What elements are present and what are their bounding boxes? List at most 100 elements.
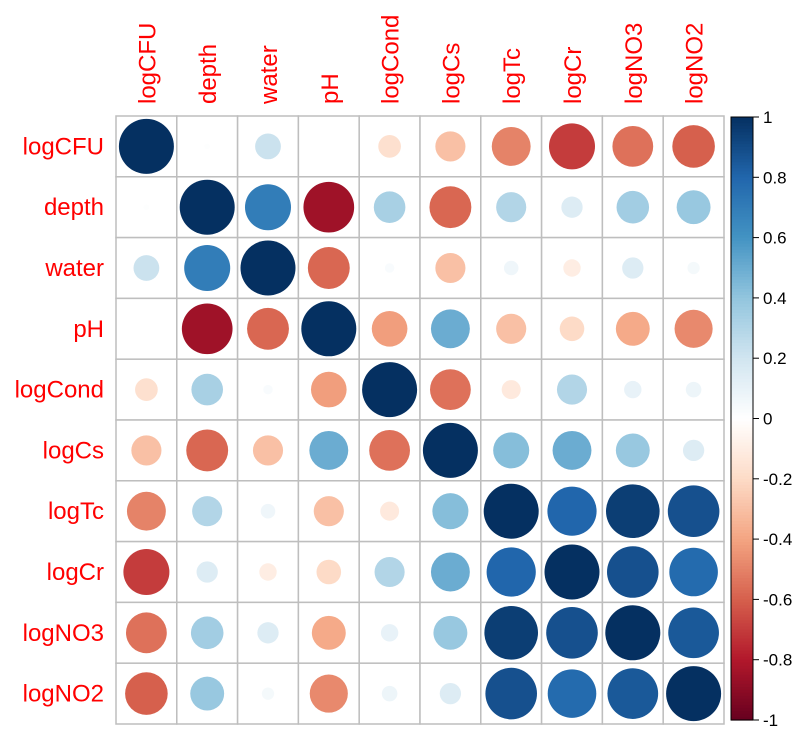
correlation-circle-logCFU-logCond (378, 135, 401, 158)
colorbar-segment (731, 325, 753, 329)
correlation-circle-water-logTc (503, 260, 519, 276)
colorbar-segment (731, 638, 753, 643)
correlation-circle-logNO3-logCr (546, 607, 598, 659)
colorbar-segment (731, 481, 753, 486)
colorbar-segment (731, 527, 753, 531)
colorbar-segment (731, 306, 753, 311)
colorbar-segment (731, 135, 753, 139)
correlation-circle-depth-water (244, 184, 292, 231)
colorbar-segment (731, 599, 753, 604)
colorbar-segment (731, 397, 753, 402)
column-label-logCond: logCond (378, 15, 405, 104)
colorbar-segment (731, 692, 753, 697)
correlation-circle-depth-logCFU (143, 204, 150, 210)
colorbar-segment (731, 716, 753, 721)
colorbar-segment (731, 680, 753, 685)
correlation-circle-logNO2-logCr (547, 669, 597, 718)
colorbar-segment (731, 144, 753, 148)
correlation-circle-logCr-logTc (486, 547, 536, 597)
row-label-logCr: logCr (47, 559, 104, 586)
correlation-circle-logTc-logCs (432, 493, 469, 530)
colorbar-segment (731, 180, 753, 184)
correlation-circle-pH-pH (301, 301, 357, 357)
correlation-circle-logCFU-logCFU (118, 118, 174, 174)
colorbar-segment (731, 207, 753, 212)
colorbar-segment (731, 210, 753, 215)
correlation-circle-logTc-logTc (483, 483, 539, 539)
colorbar-segment (731, 309, 753, 314)
correlation-circle-water-depth (184, 244, 231, 292)
colorbar-segment (731, 361, 753, 365)
colorbar-segment (731, 315, 753, 320)
colorbar-segment (731, 328, 753, 332)
colorbar-segment (731, 138, 753, 142)
colorbar-segment (731, 496, 753, 501)
colorbar-segment (731, 337, 753, 341)
colorbar-segment (731, 264, 753, 269)
correlation-circle-logNO3-pH (311, 615, 346, 650)
colorbar-segment (731, 701, 753, 706)
colorbar-segment (731, 255, 753, 260)
colorbar-segment (731, 533, 753, 537)
colorbar-segment (731, 153, 753, 157)
correlation-circle-logCs-logCond (369, 430, 410, 471)
colorbar-segment (731, 505, 753, 510)
row-label-logCond: logCond (15, 377, 104, 404)
colorbar-segment (731, 364, 753, 368)
correlation-circle-logCr-logCFU (123, 548, 170, 596)
colorbar-segment (731, 548, 753, 552)
colorbar-segment (731, 243, 753, 248)
colorbar-segment (731, 159, 753, 163)
colorbar-segment (731, 234, 753, 239)
correlation-circle-pH-logNO3 (615, 311, 650, 346)
colorbar-segment (731, 542, 753, 546)
colorbar-segment (731, 677, 753, 682)
colorbar-segment (731, 665, 753, 670)
colorbar-segment (731, 195, 753, 200)
correlation-circle-logNO3-logTc (484, 605, 539, 660)
colorbar-segment (731, 659, 753, 664)
colorbar-tick-label: 0.4 (763, 289, 787, 308)
correlation-circle-water-water (240, 240, 296, 296)
colorbar-segment (731, 297, 753, 302)
colorbar-segment (731, 566, 753, 570)
colorbar-segment (731, 578, 753, 582)
correlation-circle-depth-logNO3 (616, 190, 650, 224)
row-label-logCs: logCs (43, 437, 104, 464)
colorbar-segment (731, 228, 753, 233)
colorbar-segment (731, 391, 753, 395)
colorbar-segment (731, 572, 753, 576)
colorbar-segment (731, 174, 753, 178)
colorbar-segment (731, 126, 753, 130)
colorbar-segment (731, 231, 753, 236)
colorbar-segment (731, 427, 753, 432)
colorbar-segment (731, 448, 753, 453)
correlation-circle-logTc-pH (313, 496, 344, 527)
colorbar-segment (731, 551, 753, 555)
colorbar-segment (731, 439, 753, 444)
colorbar-tick-label: 0 (763, 410, 772, 429)
colorbar-segment (731, 415, 753, 420)
colorbar-segment (731, 421, 753, 426)
colorbar-segment (731, 575, 753, 579)
colorbar-segment (731, 222, 753, 227)
correlation-circle-logNO2-logCond (381, 685, 398, 702)
correlation-circle-logCr-logNO3 (607, 546, 659, 598)
colorbar-segment (731, 252, 753, 257)
correlation-circle-logCr-logNO2 (669, 547, 718, 597)
row-label-logNO2: logNO2 (23, 681, 104, 708)
colorbar-segment (731, 671, 753, 676)
colorbar-segment (731, 683, 753, 688)
colorbar-segment (731, 294, 753, 299)
colorbar-segment (731, 514, 753, 519)
colorbar-segment (731, 460, 753, 465)
colorbar-segment (731, 276, 753, 281)
colorbar-segment (731, 521, 753, 525)
colorbar-segment (731, 129, 753, 133)
colorbar-segment (731, 707, 753, 712)
colorbar-segment (731, 340, 753, 344)
colorbar-segment (731, 695, 753, 700)
colorbar-segment (731, 710, 753, 715)
colorbar-segment (731, 698, 753, 703)
colorbar-segment (731, 355, 753, 359)
